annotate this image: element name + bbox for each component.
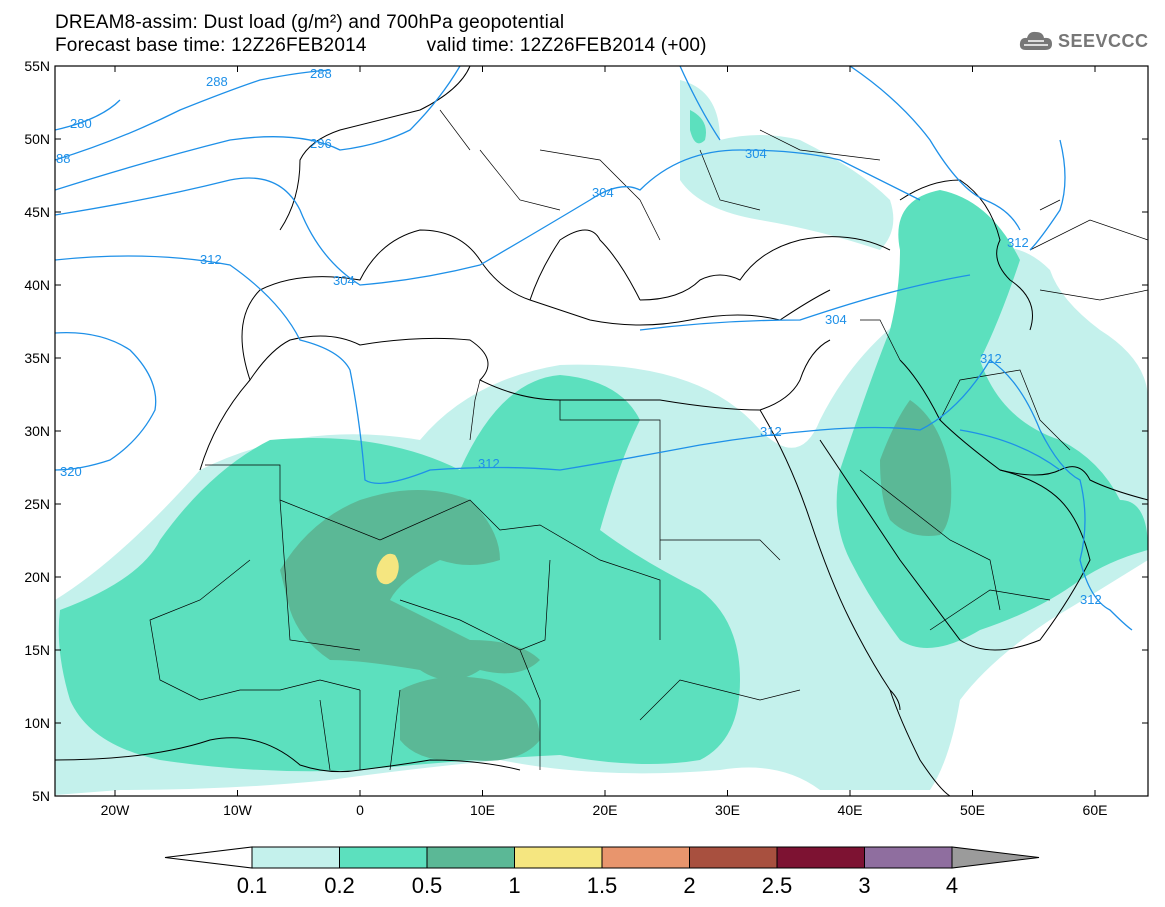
contour-288 <box>55 69 331 161</box>
lat-tick-label: 40N <box>24 277 50 293</box>
contour-label: 312 <box>1007 235 1029 250</box>
contour-label: 312 <box>478 456 500 471</box>
cloud-icon <box>1019 31 1052 50</box>
lat-tick-label: 35N <box>24 350 50 366</box>
colorbar-tick-label: 3 <box>858 873 870 898</box>
contour-label: 304 <box>333 273 355 288</box>
longitude-axis: 20W 10W 0 10E 20E 30E 40E 50E 60E <box>101 66 1108 818</box>
colorbar-tick-label: 1.5 <box>587 873 618 898</box>
colorbar-tick-label: 4 <box>946 873 958 898</box>
contour-label: 304 <box>745 146 767 161</box>
contour-label: 288 <box>310 66 332 81</box>
contour-label: 304 <box>592 185 614 200</box>
colorbar-swatch <box>514 846 603 869</box>
contour-312-caspian <box>1029 139 1066 251</box>
contour-label: 288 <box>206 74 228 89</box>
contour-312-branch <box>959 429 1061 471</box>
valid-time: valid time: 12Z26FEB2014 (+00) <box>426 35 707 56</box>
lon-tick-label: 30E <box>715 802 740 818</box>
chart-title: DREAM8-assim: Dust load (g/m²) and 700hP… <box>55 12 565 33</box>
contour-304-south <box>639 274 971 331</box>
country-borders <box>149 109 1148 771</box>
chart-subtitle: Forecast base time: 12Z26FEB2014 valid ti… <box>55 35 707 57</box>
geopotential-contours <box>55 66 1133 631</box>
contour-label: 296 <box>310 136 332 151</box>
contour-304-east <box>679 66 721 141</box>
colorbar-swatch <box>251 846 340 869</box>
lat-tick-label: 45N <box>24 204 50 220</box>
colorbar-swatch <box>601 846 690 869</box>
lon-tick-label: 20W <box>101 802 131 818</box>
colorbar-right-arrow <box>951 846 1040 869</box>
contour-label: 88 <box>56 151 70 166</box>
colorbar-swatch <box>689 846 778 869</box>
forecast-base-time: Forecast base time: 12Z26FEB2014 <box>55 35 367 56</box>
contour-312-northeast <box>849 66 1021 231</box>
lon-tick-label: 50E <box>960 802 985 818</box>
lat-tick-label: 50N <box>24 131 50 147</box>
lat-tick-label: 30N <box>24 423 50 439</box>
contour-label: 312 <box>200 252 222 267</box>
contour-296 <box>55 66 461 191</box>
coastlines <box>55 66 1148 796</box>
lon-tick-label: 0 <box>356 802 364 818</box>
lon-tick-label: 10W <box>223 802 253 818</box>
contour-320 <box>55 331 157 471</box>
lon-tick-label: 60E <box>1083 802 1108 818</box>
contour-304-north <box>55 149 921 286</box>
contour-280 <box>55 99 121 131</box>
colorbar-tick-label: 0.2 <box>324 873 355 898</box>
dust-max-yellow <box>376 553 399 585</box>
colorbar: 0.1 0.2 0.5 1 1.5 2 2.5 3 4 <box>164 846 1040 898</box>
colorbar-swatch <box>339 846 428 869</box>
colorbar-tick-label: 2 <box>683 873 695 898</box>
latitude-axis: 55N 50N 45N 40N 35N 30N 25N 20N 15N 10N 5N <box>24 58 1148 804</box>
contour-label: 320 <box>60 464 82 479</box>
lat-tick-label: 15N <box>24 642 50 658</box>
colorbar-swatch <box>776 846 865 869</box>
colorbar-tick-label: 1 <box>508 873 520 898</box>
colorbar-swatch <box>426 846 515 869</box>
contour-312 <box>55 255 1133 631</box>
contour-label: 304 <box>825 312 847 327</box>
lat-tick-label: 10N <box>24 715 50 731</box>
contour-labels: 288 288 280 88 296 304 304 312 304 312 3… <box>56 66 1102 607</box>
contour-label: 280 <box>70 116 92 131</box>
lon-tick-label: 40E <box>838 802 863 818</box>
seevccc-logo: SEEVCCC <box>1018 28 1158 56</box>
map-area <box>55 66 1148 796</box>
contour-label: 312 <box>1080 592 1102 607</box>
lat-tick-label: 25N <box>24 496 50 512</box>
contour-label: 312 <box>980 351 1002 366</box>
lat-tick-label: 5N <box>32 788 50 804</box>
lon-tick-label: 20E <box>593 802 618 818</box>
colorbar-tick-label: 2.5 <box>762 873 793 898</box>
colorbar-tick-label: 0.1 <box>237 873 268 898</box>
contour-label: 312 <box>760 424 782 439</box>
colorbar-left-arrow <box>164 846 253 869</box>
colorbar-swatch <box>864 846 953 869</box>
logo-text: SEEVCCC <box>1058 31 1149 51</box>
colorbar-tick-label: 0.5 <box>412 873 443 898</box>
lon-tick-label: 10E <box>470 802 495 818</box>
lat-tick-label: 20N <box>24 569 50 585</box>
dust-field-dark <box>280 400 952 761</box>
lat-tick-label: 55N <box>24 58 50 74</box>
